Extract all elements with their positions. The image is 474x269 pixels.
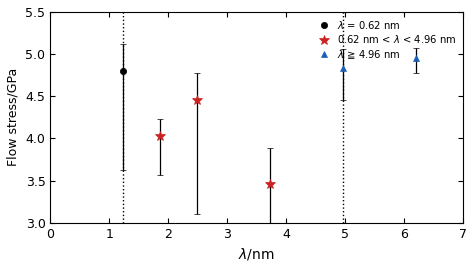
Y-axis label: Flow stress/GPa: Flow stress/GPa — [7, 68, 20, 167]
X-axis label: $\lambda$/nm: $\lambda$/nm — [238, 246, 275, 262]
Legend: $\lambda$ = 0.62 nm, 0.62 nm < $\lambda$ < 4.96 nm, $\lambda$ ≧ 4.96 nm: $\lambda$ = 0.62 nm, 0.62 nm < $\lambda$… — [311, 17, 458, 63]
